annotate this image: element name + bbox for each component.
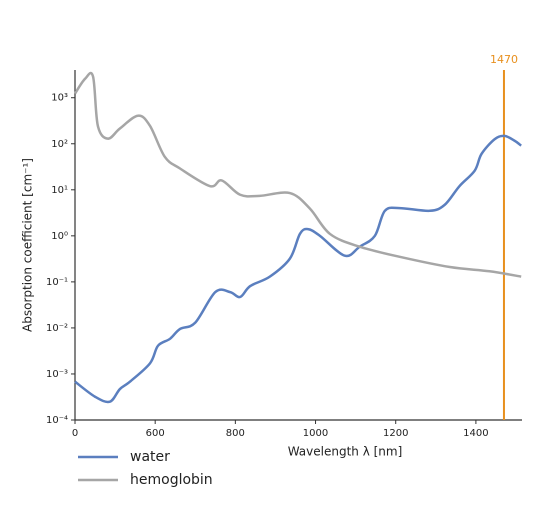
y-tick-label: 10³ — [51, 93, 68, 104]
y-tick-label: 10⁻² — [46, 323, 68, 334]
y-tick-label: 10² — [51, 139, 68, 150]
y-axis-label: Absorption coefficient [cm⁻¹] — [21, 158, 35, 332]
y-tick-label: 10⁰ — [51, 231, 68, 242]
x-tick-label: 1000 — [303, 428, 328, 439]
y-tick-label: 10⁻³ — [46, 369, 68, 380]
y-tick-label: 10⁻⁴ — [46, 415, 68, 426]
x-tick-label: 600 — [146, 428, 165, 439]
y-tick-label: 10⁻¹ — [46, 277, 68, 288]
y-tick-label: 10¹ — [51, 185, 68, 196]
legend-label: hemoglobin — [130, 472, 213, 488]
x-axis-label: Wavelength λ [nm] — [288, 445, 403, 459]
x-tick-label: 1400 — [463, 428, 488, 439]
line-1 — [73, 71, 522, 278]
x-tick-label: 800 — [226, 428, 245, 439]
legend-label: water — [130, 449, 170, 465]
x-tick-label: 1200 — [383, 428, 408, 439]
line-0 — [74, 134, 522, 404]
annotation-label: 1470 — [490, 53, 518, 66]
x-tick-label: 0 — [72, 428, 78, 439]
